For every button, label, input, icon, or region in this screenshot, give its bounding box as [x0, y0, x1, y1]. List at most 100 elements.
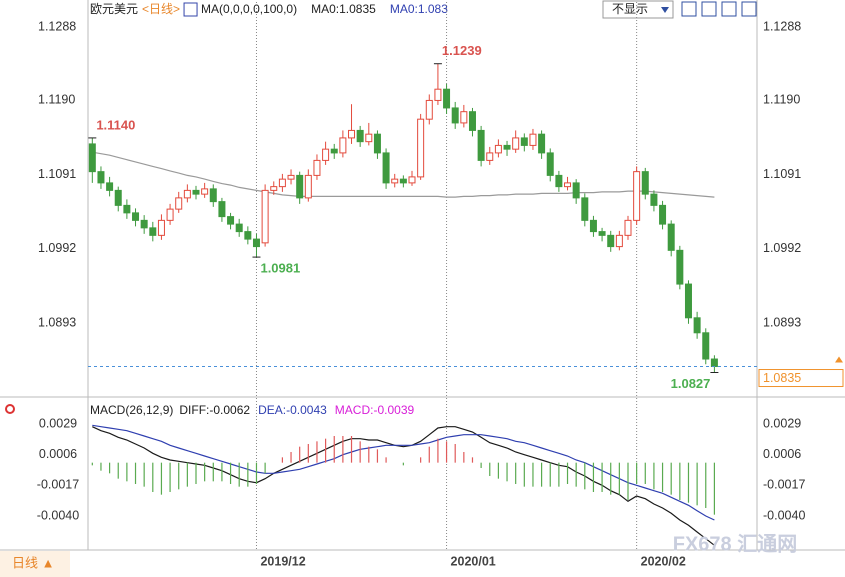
last-price-label: 1.0835	[763, 371, 801, 385]
settings-icon[interactable]	[5, 404, 15, 414]
tool-button[interactable]	[741, 1, 757, 17]
candle-body	[296, 174, 304, 199]
candle-body	[555, 174, 563, 188]
candle-body	[97, 171, 105, 184]
legend-label: DIFF:-0.0062	[179, 403, 250, 417]
candle-body	[589, 219, 597, 233]
extreme-label: 1.1140	[96, 117, 135, 132]
candle-body	[252, 238, 260, 248]
candle-body	[244, 231, 252, 240]
last-price-box	[758, 369, 844, 388]
header: 欧元美元 <日线> MA(0,0,0,0,100,0) MA0:1.0835 M…	[90, 2, 448, 17]
candle-body	[477, 129, 485, 161]
ma-line	[92, 151, 715, 198]
extreme-label: 1.0827	[671, 376, 711, 391]
candle-body	[313, 159, 321, 176]
candle-body	[615, 234, 623, 248]
dropdown-box[interactable]	[602, 0, 674, 19]
candle-body	[581, 197, 589, 221]
candle-body	[157, 219, 165, 236]
y-tick-label: 1.0992	[38, 241, 76, 255]
candle-body	[201, 188, 209, 195]
candle-body	[270, 186, 278, 191]
ma-icon[interactable]	[183, 2, 198, 17]
candle-body	[408, 176, 416, 184]
candle-body	[123, 204, 131, 214]
y-tick-label: -0.0017	[37, 478, 79, 492]
candle-body	[572, 182, 580, 199]
y-tick-label-right: 1.1091	[763, 167, 801, 181]
tool-button[interactable]	[681, 1, 697, 17]
period-button-label[interactable]: 日线 ▲	[12, 555, 54, 570]
y-tick-label: 1.0893	[38, 315, 76, 329]
candle-body	[175, 197, 183, 210]
candle-body	[132, 212, 140, 221]
candle-body	[106, 182, 114, 191]
ma-value-alt: MA0:1.083	[390, 2, 448, 16]
candle-body	[183, 189, 191, 199]
candle-body	[166, 208, 174, 221]
candle-body	[140, 219, 148, 229]
candle-body	[702, 332, 710, 360]
candle-body	[693, 317, 701, 334]
period-button[interactable]	[0, 551, 70, 577]
y-tick-label-right: 0.0029	[763, 416, 801, 430]
candle-body	[710, 358, 718, 368]
candle-body	[598, 231, 606, 236]
ma-label: MA(0,0,0,0,100,0)	[201, 2, 297, 16]
y-tick-label: -0.0040	[37, 508, 79, 522]
candle-body	[209, 188, 217, 203]
dropdown-label[interactable]: 不显示	[612, 2, 648, 16]
candle-body	[356, 129, 364, 143]
candle-body	[261, 189, 269, 244]
candle-body	[373, 133, 381, 154]
y-tick-label-right: 1.0893	[763, 315, 801, 329]
y-tick-label-right: -0.0040	[763, 508, 805, 522]
candle-body	[227, 216, 235, 225]
candle-body	[468, 111, 476, 131]
y-tick-label: 1.1091	[38, 167, 76, 181]
last-price-arrow	[835, 356, 843, 363]
dropdown-arrow[interactable]	[661, 7, 669, 13]
candle-body	[399, 178, 407, 184]
candle-body	[546, 152, 554, 176]
y-tick-label: 0.0029	[39, 416, 77, 430]
candle-body	[235, 223, 243, 233]
candle-body	[512, 137, 520, 150]
candle-body	[218, 201, 226, 218]
y-tick-label-right: 1.0992	[763, 241, 801, 255]
candle-body	[149, 227, 157, 236]
tool-button[interactable]	[701, 1, 717, 17]
y-tick-label-right: 1.1190	[763, 93, 800, 107]
period[interactable]: <日线>	[142, 2, 180, 16]
candle-body	[192, 189, 200, 195]
candle-body	[322, 148, 330, 161]
candle-body	[659, 204, 667, 225]
candle-body	[676, 249, 684, 285]
dropdown[interactable]: 不显示	[602, 0, 674, 19]
candle-body	[529, 133, 537, 146]
y-tick-label: 1.1190	[38, 93, 75, 107]
candle-body	[114, 189, 122, 206]
watermark: FX678 汇通网	[673, 532, 797, 555]
extreme-label: 1.1239	[442, 43, 482, 58]
macd-title: MACD(26,12,9)	[90, 403, 173, 417]
x-tick-label: 2020/01	[451, 554, 496, 568]
legend-label: DEA:-0.0043	[258, 403, 327, 417]
candle-body	[538, 133, 546, 154]
candle-body	[494, 144, 502, 154]
candle-body	[607, 234, 615, 248]
tool-button[interactable]	[721, 1, 737, 17]
candle-body	[650, 193, 658, 206]
candle-body	[503, 144, 511, 150]
candle-body	[365, 133, 373, 143]
candle-body	[443, 88, 451, 109]
ma-value: MA0:1.0835	[311, 2, 376, 16]
symbol: 欧元美元	[90, 2, 138, 16]
candle-body	[339, 137, 347, 154]
candle-body	[391, 178, 399, 184]
y-tick-label-right: 1.1288	[763, 19, 801, 33]
candle-body	[633, 171, 641, 221]
